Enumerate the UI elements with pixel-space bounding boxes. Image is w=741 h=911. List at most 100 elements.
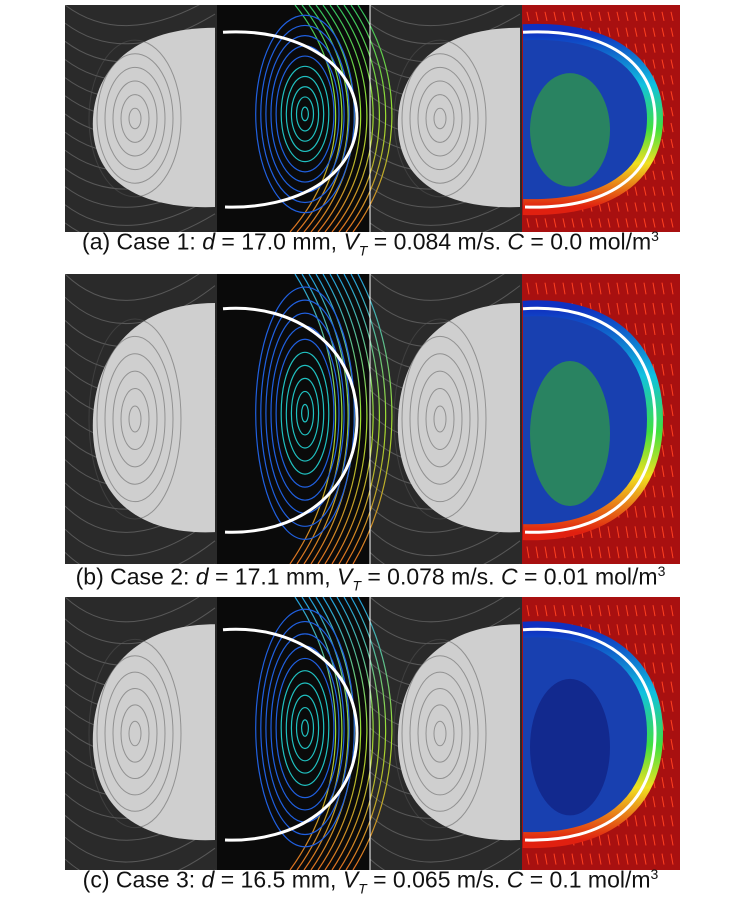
vector xyxy=(527,218,529,227)
vector xyxy=(653,59,655,68)
vector xyxy=(644,202,646,211)
vector xyxy=(590,218,592,227)
vector xyxy=(572,854,574,865)
interface xyxy=(523,308,655,532)
vector xyxy=(572,12,574,21)
vector xyxy=(671,643,673,654)
vector xyxy=(581,547,583,559)
vector xyxy=(590,283,592,295)
vector xyxy=(617,624,619,635)
vector xyxy=(644,643,646,654)
vector xyxy=(635,28,637,37)
caption-part: = 0.0 mol/m xyxy=(523,228,652,255)
vector xyxy=(653,187,655,196)
vector xyxy=(653,171,655,180)
streak xyxy=(65,196,215,226)
vector xyxy=(527,12,529,21)
vector xyxy=(581,283,583,295)
inner-streamline xyxy=(261,622,349,835)
vortex-ring xyxy=(402,336,478,501)
streak xyxy=(370,286,520,324)
outer-streamline xyxy=(297,274,342,564)
vector xyxy=(662,283,664,295)
vector xyxy=(599,218,601,227)
vector xyxy=(671,28,673,37)
vector xyxy=(599,854,601,865)
vector xyxy=(626,526,628,538)
vector xyxy=(662,758,664,769)
vector xyxy=(617,605,619,616)
vector xyxy=(662,323,664,335)
vector xyxy=(671,364,673,376)
vector xyxy=(662,28,664,37)
vector xyxy=(563,547,565,559)
vector xyxy=(536,854,538,865)
vector xyxy=(635,218,637,227)
vector xyxy=(653,815,655,826)
streak xyxy=(370,608,520,644)
vortex-ring xyxy=(113,688,157,778)
vector xyxy=(545,547,547,559)
vector xyxy=(662,364,664,376)
vector xyxy=(635,202,637,211)
streak xyxy=(65,541,215,564)
vortex-ring xyxy=(97,656,173,812)
vector xyxy=(662,187,664,196)
caption-part: V xyxy=(342,866,359,893)
vector xyxy=(599,303,601,315)
inner-streamline xyxy=(261,25,349,202)
vector xyxy=(626,624,628,635)
vector xyxy=(626,218,628,227)
vector xyxy=(617,28,619,37)
vector xyxy=(644,323,646,335)
caption-part: = 17.1 mm, xyxy=(208,563,338,590)
vortex-ring xyxy=(410,354,470,485)
vortex-ring xyxy=(426,705,454,762)
vector xyxy=(653,344,655,356)
vector xyxy=(563,605,565,616)
vector xyxy=(653,506,655,518)
vector xyxy=(671,91,673,100)
vector xyxy=(671,526,673,538)
outer-streamline xyxy=(318,5,361,232)
vector xyxy=(671,425,673,437)
vector xyxy=(608,854,610,865)
vortex-ring xyxy=(89,639,181,827)
caption-part: 3 xyxy=(657,563,666,579)
vector xyxy=(545,283,547,295)
caption-part: T xyxy=(352,577,361,594)
vector xyxy=(635,187,637,196)
vector xyxy=(635,44,637,53)
vector xyxy=(617,835,619,846)
outer-streamline xyxy=(290,274,336,564)
vortex-ring xyxy=(89,319,181,519)
vector xyxy=(644,547,646,559)
vector xyxy=(662,12,664,21)
vector xyxy=(653,605,655,616)
vector xyxy=(554,605,556,616)
streak xyxy=(370,541,520,564)
streak xyxy=(65,5,215,26)
vector xyxy=(644,506,646,518)
vector xyxy=(662,682,664,693)
interface xyxy=(223,629,357,840)
flow-image xyxy=(65,274,680,564)
caption-part: = 17.0 mm, xyxy=(214,228,344,255)
vector xyxy=(671,44,673,53)
vector xyxy=(671,465,673,477)
vector xyxy=(608,526,610,538)
vector xyxy=(662,91,664,100)
vector xyxy=(653,547,655,559)
outer-streamline xyxy=(297,5,342,232)
streak xyxy=(370,5,520,26)
vector xyxy=(635,624,637,635)
vector xyxy=(662,218,664,227)
vector xyxy=(626,303,628,315)
vortex-ring xyxy=(97,54,173,183)
vector xyxy=(671,405,673,417)
vector xyxy=(662,835,664,846)
vector xyxy=(671,758,673,769)
streak xyxy=(370,14,520,44)
vector xyxy=(671,815,673,826)
outer-streamline xyxy=(304,597,348,870)
